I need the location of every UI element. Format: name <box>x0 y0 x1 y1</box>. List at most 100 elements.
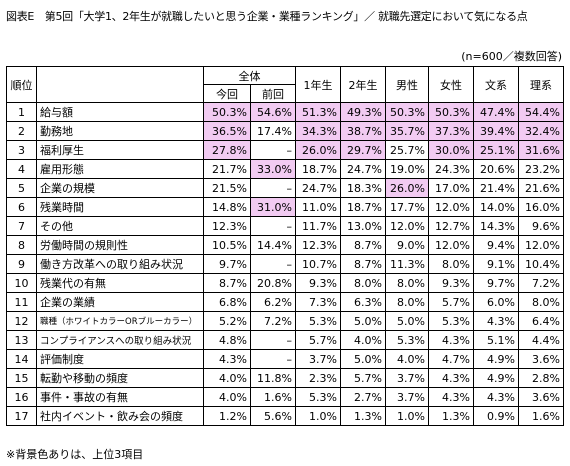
value-cell: 14.8% <box>203 197 251 217</box>
rank-cell: 14 <box>6 349 37 369</box>
value-cell: 39.4% <box>473 121 519 141</box>
column-header: 理系 <box>518 66 564 103</box>
rank-cell: 3 <box>6 140 37 160</box>
current-header: 今回 <box>203 84 251 103</box>
value-cell: 12.7% <box>428 216 474 236</box>
value-cell: 36.5% <box>203 121 251 141</box>
value-cell: 9.7% <box>203 254 251 274</box>
value-cell: 5.3% <box>428 311 474 331</box>
value-cell: 14.3% <box>473 216 519 236</box>
value-cell: 3.7% <box>385 387 429 407</box>
value-cell: 9.3% <box>428 273 474 293</box>
item-cell: 勤務地 <box>36 121 204 141</box>
value-cell: 4.7% <box>428 349 474 369</box>
value-cell: 18.7% <box>295 159 341 179</box>
value-cell: 17.7% <box>385 197 429 217</box>
rank-header: 順位 <box>6 66 37 103</box>
value-cell: 12.0% <box>428 197 474 217</box>
value-cell: 1.6% <box>250 387 296 407</box>
value-cell: 11.8% <box>250 368 296 388</box>
value-cell: 33.0% <box>250 159 296 179</box>
value-cell: 21.7% <box>203 159 251 179</box>
item-cell: 事件・事故の有無 <box>36 387 204 407</box>
value-cell: 0.9% <box>473 406 519 426</box>
column-header: 男性 <box>385 66 429 103</box>
rank-cell: 7 <box>6 216 37 236</box>
value-cell: 1.3% <box>428 406 474 426</box>
value-cell: 12.3% <box>203 216 251 236</box>
table-row: 15 転勤や移動の頻度 4.0% 11.8% 2.3% 5.7% 3.7% 4.3% 4.9% 2… <box>6 368 564 388</box>
value-cell: 11.3% <box>385 254 429 274</box>
value-cell: 50.3% <box>203 102 251 122</box>
item-header <box>36 66 204 103</box>
value-cell: 3.6% <box>518 387 564 407</box>
value-cell: 54.6% <box>250 102 296 122</box>
value-cell: 1.6% <box>518 406 564 426</box>
value-cell: 4.3% <box>473 387 519 407</box>
value-cell: 10.5% <box>203 235 251 255</box>
value-cell: 8.0% <box>428 254 474 274</box>
value-cell: 9.7% <box>473 273 519 293</box>
value-cell: 1.2% <box>203 406 251 426</box>
value-cell: 11.0% <box>295 197 341 217</box>
value-cell: 4.9% <box>473 368 519 388</box>
value-cell: 49.3% <box>340 102 386 122</box>
sample-note: (n=600／複数回答) <box>461 50 562 63</box>
table-row: 9 働き方改革への取り組み状況 9.7% –10.7% 8.7% 11.3% 8.0% 9.1… <box>6 254 564 274</box>
rank-cell: 1 <box>6 102 37 122</box>
table-row: 17 社内イベント・飲み会の頻度 1.2% 5.6% 1.0% 1.3% 1.0% 1.3% 0… <box>6 406 564 426</box>
value-cell: 2.8% <box>518 368 564 388</box>
value-cell: 6.4% <box>518 311 564 331</box>
value-cell: 6.3% <box>340 292 386 312</box>
item-cell: 雇用形態 <box>36 159 204 179</box>
value-cell: 2.3% <box>295 368 341 388</box>
value-cell: 20.6% <box>473 159 519 179</box>
value-cell: 4.3% <box>428 387 474 407</box>
value-cell: 14.4% <box>250 235 296 255</box>
table-row: 1 給与額 50.3% 54.6% 51.3% 49.3% 50.3% 50.3% 47.4% 5… <box>6 102 564 122</box>
value-cell: 27.8% <box>203 140 251 160</box>
value-cell: 5.6% <box>250 406 296 426</box>
column-header: 2年生 <box>340 66 386 103</box>
value-cell: 6.0% <box>473 292 519 312</box>
value-cell: 8.0% <box>340 273 386 293</box>
value-cell: 5.2% <box>203 311 251 331</box>
rank-cell: 16 <box>6 387 37 407</box>
item-cell: 職種（ホワイトカラーORブルーカラー） <box>36 311 204 331</box>
value-cell: 30.0% <box>428 140 474 160</box>
value-cell: 17.4% <box>250 121 296 141</box>
column-header: 1年生 <box>295 66 341 103</box>
table-row: 3 福利厚生 27.8% –26.0% 29.7% 25.7% 30.0% 25.1% 31.6… <box>6 140 564 160</box>
value-cell: 21.4% <box>473 178 519 198</box>
value-cell: 4.3% <box>428 330 474 350</box>
item-cell: 残業時間 <box>36 197 204 217</box>
value-cell: 31.6% <box>518 140 564 160</box>
group-header: 全体 <box>203 66 296 85</box>
table-row: 14 評価制度 4.3% –3.7% 5.0% 4.0% 4.7% 4.9% 3.6% <box>6 349 564 369</box>
table-row: 10 残業代の有無 8.7% 20.8% 9.3% 8.0% 8.0% 9.3% 9.7% 7.2… <box>6 273 564 293</box>
value-cell: 3.6% <box>518 349 564 369</box>
value-cell: 24.3% <box>428 159 474 179</box>
item-cell: 福利厚生 <box>36 140 204 160</box>
rank-cell: 15 <box>6 368 37 388</box>
value-cell: 4.0% <box>385 349 429 369</box>
value-cell: 9.6% <box>518 216 564 236</box>
value-cell: 8.0% <box>385 273 429 293</box>
value-cell: – <box>250 349 296 369</box>
value-cell: 18.7% <box>340 197 386 217</box>
rank-cell: 13 <box>6 330 37 350</box>
value-cell: 26.0% <box>295 140 341 160</box>
table-row: 2 勤務地 36.5% 17.4% 34.3% 38.7% 35.7% 37.3% 39.4% 3… <box>6 121 564 141</box>
value-cell: 37.3% <box>428 121 474 141</box>
value-cell: 54.4% <box>518 102 564 122</box>
value-cell: 34.3% <box>295 121 341 141</box>
value-cell: 3.7% <box>385 368 429 388</box>
item-cell: その他 <box>36 216 204 236</box>
value-cell: 10.4% <box>518 254 564 274</box>
value-cell: 12.0% <box>428 235 474 255</box>
value-cell: 8.7% <box>203 273 251 293</box>
value-cell: 12.0% <box>385 216 429 236</box>
value-cell: 5.3% <box>295 387 341 407</box>
value-cell: 10.7% <box>295 254 341 274</box>
table-row: 13 コンプライアンスへの取り組み状況 4.8% –5.7% 4.0% 5.3% 4.3% 5… <box>6 330 564 350</box>
